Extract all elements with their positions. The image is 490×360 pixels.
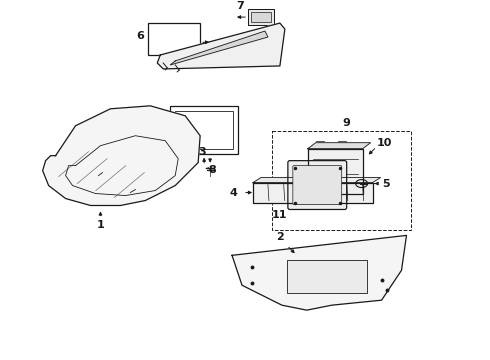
Polygon shape: [253, 177, 381, 183]
Bar: [175, 111, 233, 149]
Polygon shape: [308, 143, 370, 149]
Polygon shape: [157, 23, 285, 69]
Bar: [248, 9, 274, 25]
Bar: [251, 12, 271, 22]
Text: 3: 3: [198, 147, 206, 157]
Polygon shape: [253, 183, 372, 203]
Text: 6: 6: [136, 31, 144, 41]
Bar: [272, 131, 412, 230]
Polygon shape: [308, 149, 363, 194]
Polygon shape: [43, 106, 200, 206]
Polygon shape: [232, 235, 407, 310]
FancyBboxPatch shape: [293, 166, 342, 204]
Bar: [170, 106, 238, 154]
Text: 5: 5: [382, 179, 390, 189]
Polygon shape: [170, 31, 268, 65]
Bar: [148, 23, 200, 55]
Text: 10: 10: [377, 138, 392, 148]
Bar: [338, 141, 345, 147]
Text: 1: 1: [97, 220, 104, 230]
Text: 11: 11: [272, 211, 288, 220]
Bar: [316, 141, 324, 147]
Text: 7: 7: [236, 1, 244, 11]
Text: 2: 2: [276, 233, 284, 242]
Text: 9: 9: [343, 118, 351, 128]
Text: 8: 8: [208, 165, 216, 175]
Bar: [287, 260, 367, 293]
Text: 4: 4: [229, 188, 237, 198]
FancyBboxPatch shape: [288, 161, 346, 210]
